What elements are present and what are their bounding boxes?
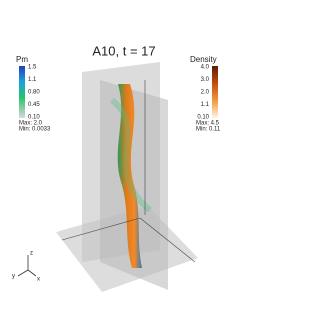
colorbar-label: 0.10 xyxy=(197,115,209,121)
colorbar-title: Density xyxy=(190,55,217,64)
colorbar-label: 2.0 xyxy=(201,90,210,96)
colorbar xyxy=(212,66,218,118)
colorbar-labels: 1.5 1.1 0.80 0.45 0.10 xyxy=(28,65,40,121)
triad-axis xyxy=(27,269,37,277)
colorbar-label: 1.1 xyxy=(201,102,210,108)
colorbar-label: 4.0 xyxy=(201,65,210,71)
axis-ruler xyxy=(61,217,141,241)
colorbar-label: 1.5 xyxy=(28,65,37,71)
colorbar-label: 0.45 xyxy=(28,102,40,108)
colorbar-min: Min: 0.11 xyxy=(196,127,221,133)
colorbar-label: 0.10 xyxy=(28,115,40,121)
field-wisps xyxy=(110,97,152,213)
colorbar-label: 0.80 xyxy=(28,90,40,96)
colorbar-min: Min: 0.0033 xyxy=(19,127,51,133)
render-view: A10, t = 17 Pm 1.5 1.1 0.80 0.45 0.10 Max: 2… xyxy=(12,43,221,292)
colorbar xyxy=(19,66,25,118)
triad-axis xyxy=(17,269,29,277)
colorbar-labels: 4.0 3.0 2.0 1.1 0.10 xyxy=(197,65,209,121)
axis-ruler xyxy=(139,217,196,263)
colorbar-max: Max: 2.0 xyxy=(19,121,43,127)
triad-label: z xyxy=(30,251,33,257)
viewport: A10, t = 17 Pm 1.5 1.1 0.80 0.45 0.10 Max: 2… xyxy=(12,43,221,292)
colorbar-title: Pm xyxy=(16,55,28,64)
title: A10, t = 17 xyxy=(92,43,155,58)
colorbar-max: Max: 4.5 xyxy=(196,121,220,127)
triad-label: x xyxy=(37,277,40,283)
column xyxy=(117,84,142,268)
colorbar-label: 1.1 xyxy=(28,77,37,83)
colorbar-label: 3.0 xyxy=(201,77,210,83)
triad-label: y xyxy=(12,274,15,280)
